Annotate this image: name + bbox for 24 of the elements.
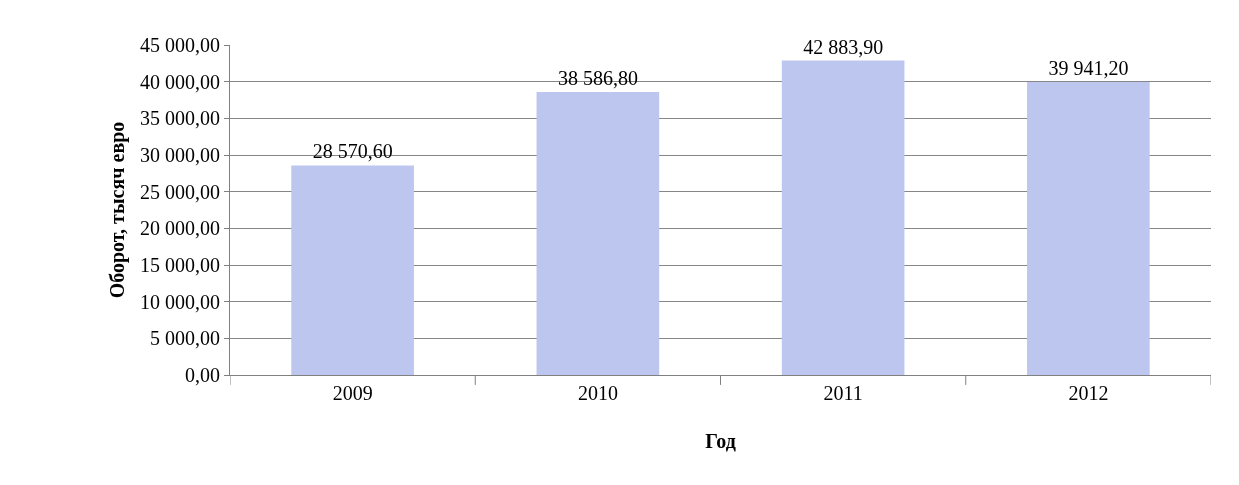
y-axis-title: Оборот, тысяч евро	[105, 121, 129, 299]
bar	[291, 165, 414, 375]
bar	[1027, 82, 1150, 375]
x-axis-title: Год	[705, 429, 736, 452]
y-tick-label: 45 000,00	[140, 34, 220, 56]
x-tick-label: 2011	[823, 382, 863, 404]
y-tick-label: 5 000,00	[150, 327, 220, 350]
data-label: 42 883,90	[803, 35, 884, 58]
y-tick-label: 25 000,00	[140, 180, 220, 203]
data-label: 28 570,60	[312, 140, 393, 163]
bar	[781, 60, 905, 375]
bar	[536, 92, 660, 375]
y-tick-label: 35 000,00	[140, 107, 220, 130]
y-tick-label: 30 000,00	[140, 144, 220, 166]
y-tick-label: 10 000,00	[140, 290, 220, 313]
x-tick-label: 2009	[332, 382, 373, 404]
y-tick-label: 0,00	[185, 364, 220, 386]
data-label: 39 941,20	[1048, 57, 1129, 80]
y-tick-label: 20 000,00	[140, 217, 220, 240]
y-tick-label: 40 000,00	[140, 70, 220, 93]
y-tick-label: 15 000,00	[140, 254, 220, 276]
data-label: 38 586,80	[557, 67, 638, 90]
x-tick-label: 2010	[577, 382, 618, 404]
x-tick-label: 2012	[1068, 382, 1109, 404]
